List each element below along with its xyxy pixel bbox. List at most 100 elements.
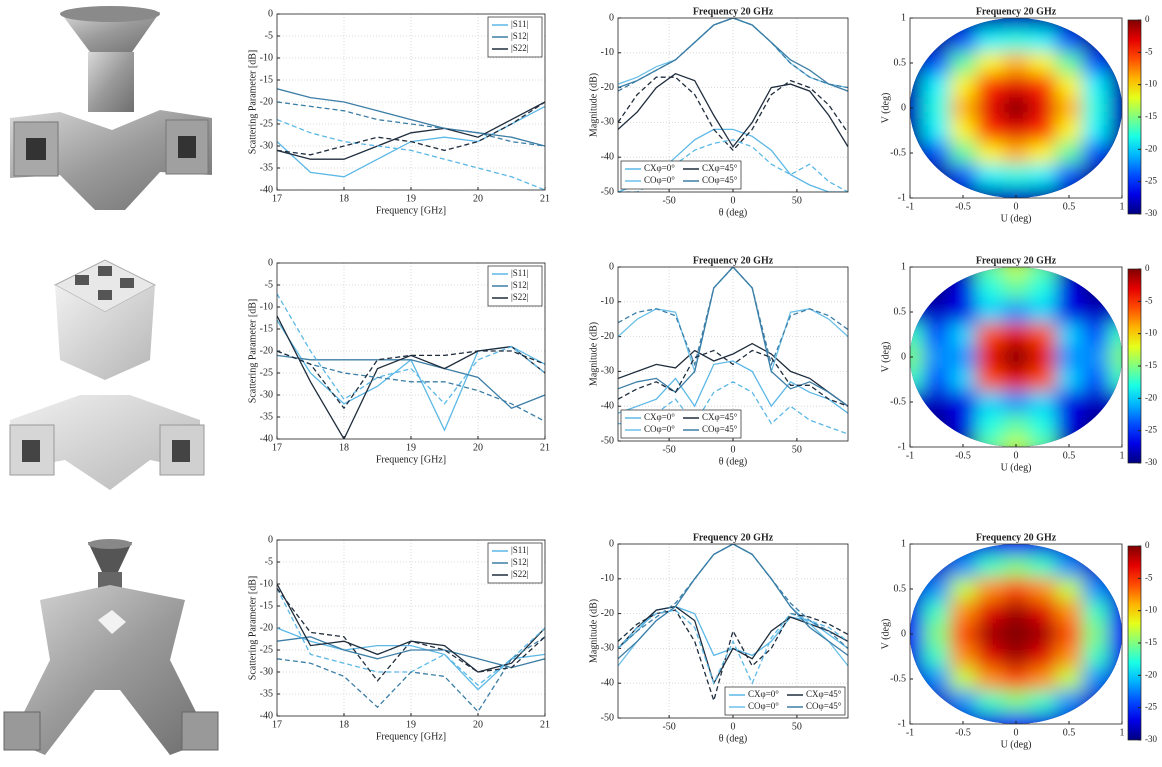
- x-tick-label: 21: [540, 719, 550, 730]
- series-line: [277, 350, 545, 410]
- heatmap-cell: [976, 413, 1003, 436]
- y-tick-label: -50: [601, 712, 614, 723]
- heatmap-cell: [1055, 119, 1083, 142]
- heatmap-clip: [910, 544, 1122, 724]
- heatmap-cell: [1002, 368, 1030, 391]
- y-tick-label: 1: [901, 12, 906, 23]
- y-axis-label: Scattering Parameter [dB]: [247, 50, 258, 154]
- heatmap-cell: [949, 622, 977, 646]
- heatmap-cell: [1002, 51, 1030, 75]
- x-tick-label: -0.5: [955, 201, 971, 212]
- y-tick-label: 0.5: [894, 306, 907, 317]
- heatmap-cell: [1002, 712, 1030, 724]
- heatmap-cell: [949, 323, 977, 346]
- x-tick-label: 1: [1120, 450, 1125, 461]
- heatmap-cell: [1082, 555, 1109, 578]
- x-tick-label: 19: [406, 193, 416, 204]
- series-group: [277, 88, 545, 190]
- y-tick-label: -1: [898, 441, 906, 452]
- legend-label: COφ=0°: [644, 424, 675, 434]
- legend-label: CXφ=45°: [702, 412, 738, 422]
- legend-label: CXφ=0°: [644, 163, 675, 173]
- y-axis-label: V (deg): [880, 619, 891, 650]
- heatmap-cell: [1029, 368, 1056, 391]
- x-tick-label: -1: [906, 727, 914, 738]
- heatmap-cell: [1002, 18, 1030, 30]
- y-tick-label: -30: [601, 366, 614, 377]
- heatmap-cell: [949, 141, 977, 165]
- x-tick-label: -1: [906, 201, 914, 212]
- heatmap-cell: [1002, 96, 1030, 120]
- heatmap-cell: [1029, 577, 1056, 601]
- x-tick-label: 1: [1120, 727, 1125, 738]
- series-line: [618, 267, 848, 407]
- heatmap-cell: [976, 712, 1003, 724]
- y-tick-label: -40: [260, 184, 273, 195]
- y-tick-label: -40: [260, 433, 273, 444]
- colorbar-tick-label: -30: [1145, 457, 1157, 467]
- heatmap-cell: [923, 141, 950, 165]
- heatmap-cell: [1029, 544, 1056, 556]
- y-tick-label: -30: [601, 643, 614, 654]
- heatmap-cell: [1002, 186, 1030, 198]
- heatmap-cell: [923, 345, 950, 369]
- heatmap-cell: [1082, 645, 1109, 668]
- heatmap-cell: [1002, 555, 1030, 578]
- heatmap-cell: [1055, 96, 1083, 120]
- series-line: [277, 315, 545, 439]
- heatmap-cell: [949, 368, 977, 391]
- x-axis-label: U (deg): [1001, 462, 1032, 473]
- x-tick-label: 20: [473, 719, 483, 730]
- x-axis-label: θ (deg): [719, 733, 747, 744]
- y-tick-label: -5: [265, 30, 273, 41]
- heatmap-cell: [1082, 600, 1109, 623]
- chart-title: Frequency 20 GHz: [693, 6, 774, 17]
- heatmap-cell: [949, 51, 977, 75]
- series-group: [618, 544, 848, 703]
- heatmap-cell: [923, 278, 950, 301]
- x-axis-label: Frequency [GHz]: [376, 205, 446, 216]
- y-tick-label: -30: [260, 666, 273, 677]
- heatmap-cell: [1082, 577, 1109, 601]
- y-axis-label: V (deg): [880, 342, 891, 373]
- heatmap-cell: [949, 345, 977, 369]
- legend-label: COφ=45°: [702, 175, 738, 185]
- heatmap-cell: [976, 622, 1003, 646]
- x-tick-label: -1: [906, 450, 914, 461]
- heatmap-cell: [1029, 278, 1056, 301]
- heatmap-cell: [1055, 390, 1083, 414]
- legend: |S11| |S12| |S22|: [487, 542, 543, 584]
- y-tick-label: 0: [268, 8, 273, 19]
- colorbar-tick-label: 0: [1145, 540, 1150, 550]
- heatmap-cell: [1108, 622, 1122, 646]
- heatmap-cell: [910, 622, 924, 646]
- heatmap-cell: [949, 29, 977, 52]
- chart-title: Frequency 20 GHz: [976, 6, 1057, 17]
- legend-label: CXφ=45°: [806, 689, 842, 699]
- heatmap-cell: [1029, 667, 1056, 691]
- heatmap-cells: [910, 18, 1122, 198]
- heatmap-cell: [976, 555, 1003, 578]
- heatmap-cell: [1002, 390, 1030, 414]
- y-tick-label: -20: [601, 608, 614, 619]
- legend-label: |S22|: [511, 292, 529, 302]
- x-axis-label: θ (deg): [719, 456, 747, 467]
- heatmap-cell: [1002, 119, 1030, 142]
- x-tick-label: 0: [1014, 727, 1019, 738]
- legend-label: |S12|: [511, 31, 529, 41]
- heatmap-cell: [1055, 645, 1083, 668]
- y-tick-label: -0.5: [890, 147, 906, 158]
- legend-label: CXφ=0°: [644, 412, 675, 422]
- heatmap-cell: [1082, 29, 1109, 52]
- heatmap-cell: [923, 119, 950, 142]
- x-tick-label: -50: [662, 444, 675, 455]
- x-tick-label: 21: [540, 442, 550, 453]
- x-tick-label: 0: [731, 721, 736, 732]
- y-tick-label: -10: [601, 47, 614, 58]
- heatmap-cell: [1082, 622, 1109, 646]
- y-tick-label: 0.5: [894, 583, 907, 594]
- heatmap-cell: [1082, 278, 1109, 301]
- legend-label: |S22|: [511, 569, 529, 579]
- heatmap-cell: [1002, 267, 1030, 279]
- y-tick-label: -1: [898, 718, 906, 729]
